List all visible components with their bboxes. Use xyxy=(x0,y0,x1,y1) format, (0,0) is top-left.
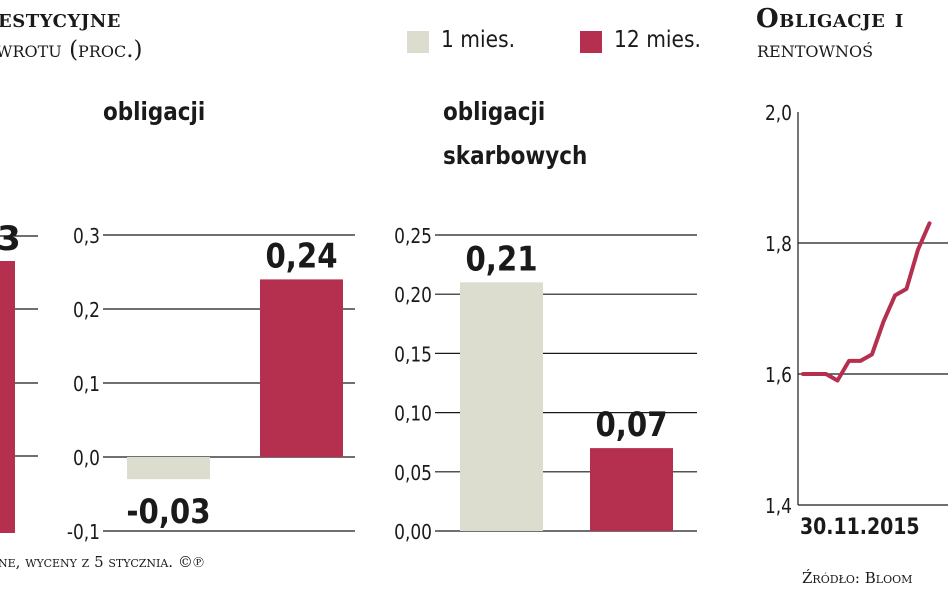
y-tick-label: 0,10 xyxy=(394,403,432,426)
y-tick-label: 0,20 xyxy=(394,285,432,308)
right-title: Obligacje i xyxy=(756,4,904,34)
bar-value-label: 3 xyxy=(0,219,21,259)
y-tick-label: 0,25 xyxy=(394,226,432,249)
legend-label-1-month: 1 mies. xyxy=(441,27,516,53)
legend-swatch-12-months xyxy=(580,31,602,53)
y-tick-label: 1,8 xyxy=(765,234,792,257)
y-tick-label: 0,00 xyxy=(394,522,432,545)
y-tick-label: 0,2 xyxy=(73,300,100,323)
bar-1-month xyxy=(127,457,210,480)
bar-12-months xyxy=(260,279,343,457)
y-tick-label: 1,6 xyxy=(765,365,792,388)
legend-label-12-months: 12 mies. xyxy=(614,27,701,53)
bar-12-months xyxy=(590,448,673,531)
y-tick-label: 0,05 xyxy=(394,463,432,486)
y-tick-label: 0,0 xyxy=(73,448,100,471)
partial-bar-chart: 3 xyxy=(0,219,38,533)
x-tick-label: 30.11.2015 xyxy=(800,514,920,540)
bar-value-label: 0,07 xyxy=(595,406,667,445)
yield-series-line xyxy=(801,221,932,383)
bar-value-label: -0,03 xyxy=(126,493,210,532)
y-tick-label: 1,4 xyxy=(765,496,792,519)
treasury-bar-chart: 0,25 0,20 0,15 0,10 0,05 0,00 0,21 0,07 xyxy=(394,226,697,545)
y-tick-label: -0,1 xyxy=(67,522,100,545)
y-tick-label: 2,0 xyxy=(765,103,792,126)
y-tick-label: 0,3 xyxy=(73,226,100,249)
y-tick-label: 0,15 xyxy=(394,344,432,367)
bar-1-month xyxy=(460,282,543,531)
bar-12-months xyxy=(0,261,15,533)
bonds-bar-chart: 0,3 0,2 0,1 0,0 -0,1 -0,03 0,24 xyxy=(67,226,355,545)
bar-value-label: 0,21 xyxy=(465,240,537,279)
yield-line-chart: 2,0 1,8 1,6 1,4 30.11.2015 xyxy=(765,103,948,540)
left-title: estycyjne xyxy=(0,4,122,34)
right-subtitle: rentownoś xyxy=(757,37,874,63)
left-subtitle: wrotu (proc.) xyxy=(0,37,143,63)
legend-swatch-1-month xyxy=(407,31,429,53)
source-note: Źródło: Bloom xyxy=(802,569,913,587)
panel-heading-bonds: obligacji xyxy=(103,97,206,126)
bar-value-label: 0,24 xyxy=(265,237,337,276)
footer-note: ne, wyceny z 5 stycznia. ©℗ xyxy=(0,553,205,571)
panel-heading-treasury-line-2: skarbowych xyxy=(443,141,588,170)
panel-heading-treasury-line-1: obligacji xyxy=(443,97,546,126)
y-tick-label: 0,1 xyxy=(73,374,100,397)
